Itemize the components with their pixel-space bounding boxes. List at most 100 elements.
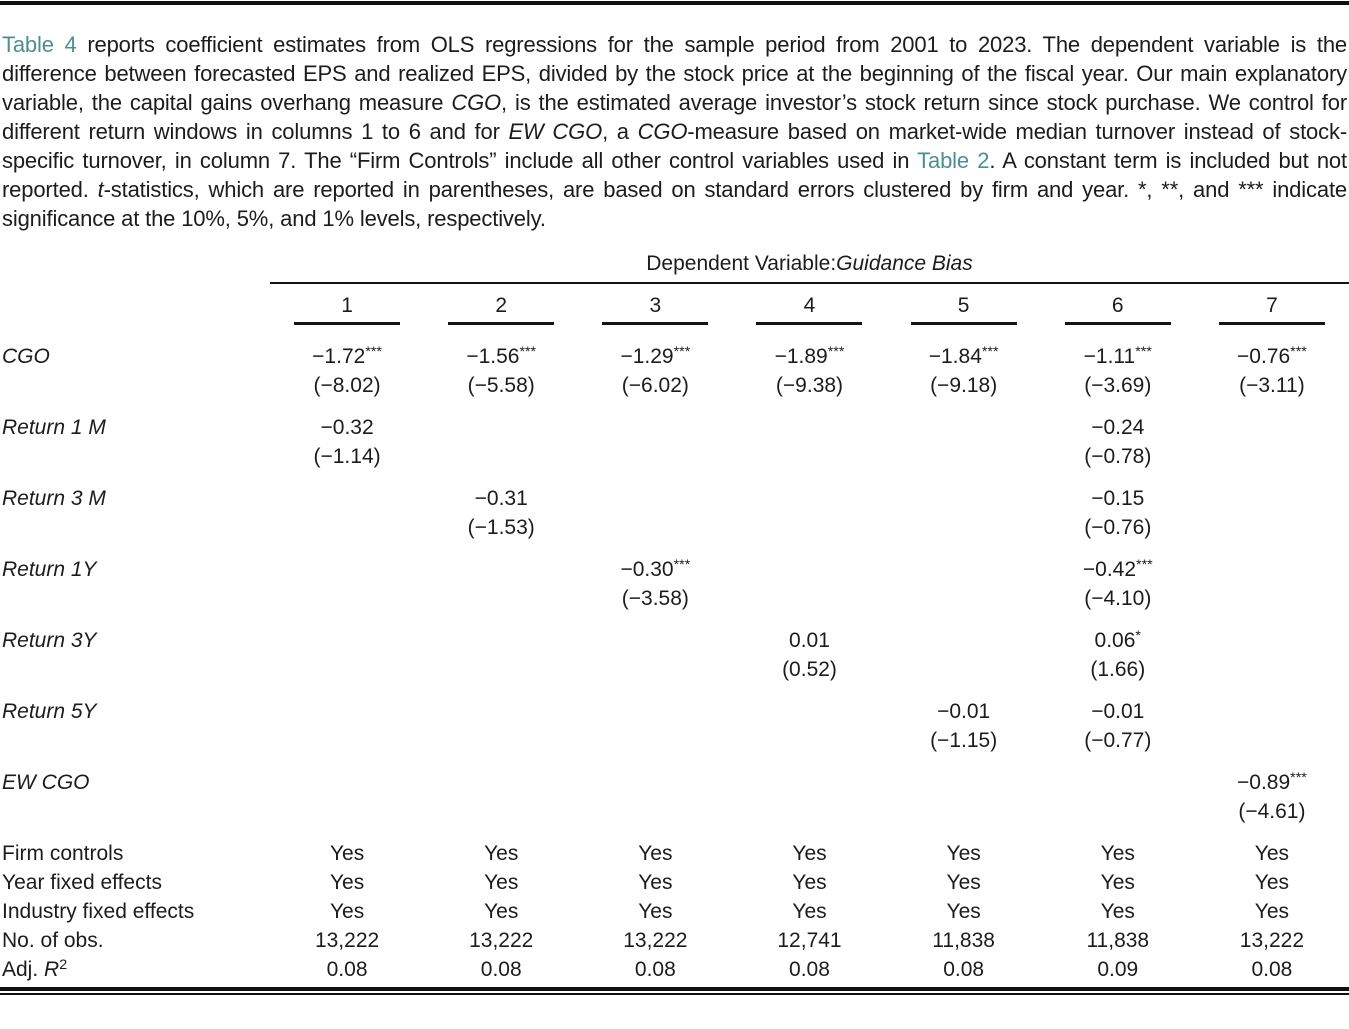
info-cell: 0.08 bbox=[326, 957, 368, 981]
info-cell: Yes bbox=[1254, 870, 1290, 894]
coef-cell bbox=[578, 626, 732, 684]
table-body: CGO −1.72*** (−8.02) −1.56*** (−5.58) −1.29**… bbox=[0, 342, 1349, 984]
row-label: Year fixed effects bbox=[0, 868, 270, 897]
coef-cell bbox=[1041, 768, 1195, 826]
column-number: 2 bbox=[495, 294, 508, 317]
significance-stars: *** bbox=[673, 557, 691, 574]
t-statistic: (−1.14) bbox=[313, 444, 381, 468]
info-cell: Yes bbox=[946, 899, 981, 923]
estimate: −0.01 bbox=[937, 699, 991, 723]
table-4-link[interactable]: Table 4 bbox=[2, 32, 77, 57]
t-statistic: (−4.10) bbox=[1084, 586, 1152, 610]
estimate: −0.32 bbox=[320, 415, 374, 439]
estimate: −0.42*** bbox=[1082, 557, 1153, 581]
coef-cell bbox=[1195, 555, 1349, 613]
coef-cell bbox=[732, 413, 886, 471]
info-cell: Yes bbox=[329, 870, 365, 894]
dep-header-prefix: Dependent Variable: bbox=[646, 252, 837, 275]
column-header: 4 bbox=[732, 293, 886, 325]
coef-cell: −0.32 (−1.14) bbox=[270, 413, 424, 471]
significance-stars: *** bbox=[1135, 344, 1152, 361]
coef-cell: 0.06* (1.66) bbox=[1041, 626, 1195, 684]
column-underline bbox=[294, 322, 401, 325]
info-cell: Yes bbox=[484, 841, 519, 865]
dependent-variable-row: Dependent Variable:Guidance Bias bbox=[0, 249, 1349, 282]
coef-cell bbox=[1195, 697, 1349, 755]
top-rule bbox=[0, 1, 1349, 5]
coef-cell: −1.29*** (−6.02) bbox=[578, 342, 732, 400]
table-row: Adj. R2 0.08 0.08 0.08 0.08 0.08 0.09 0.08 bbox=[0, 955, 1349, 984]
coef-cell: −0.76*** (−3.11) bbox=[1195, 342, 1349, 400]
t-statistic: (−9.38) bbox=[775, 373, 844, 397]
coef-cell: −0.01 (−0.77) bbox=[1041, 697, 1195, 755]
coef-cell: −1.56*** (−5.58) bbox=[424, 342, 578, 400]
info-cell: 13,222 bbox=[623, 928, 688, 952]
coef-cell: −0.01 (−1.15) bbox=[887, 697, 1041, 755]
info-cell: Yes bbox=[1100, 870, 1135, 894]
italic-text: EW CGO bbox=[2, 770, 90, 794]
coef-cell: −0.31 (−1.53) bbox=[424, 484, 578, 542]
coef-cell bbox=[732, 697, 886, 755]
row-label: Firm controls bbox=[0, 839, 270, 868]
significance-stars: *** bbox=[1290, 770, 1307, 787]
significance-stars: *** bbox=[981, 344, 999, 361]
info-cell: 13,222 bbox=[469, 928, 534, 952]
significance-stars: *** bbox=[519, 344, 537, 361]
column-header-spacer bbox=[0, 293, 270, 325]
info-cell: Yes bbox=[792, 870, 827, 894]
info-cell: 0.08 bbox=[789, 957, 830, 981]
estimate: 0.01 bbox=[789, 628, 830, 652]
table-row: EW CGO −0.89*** (−4.61) bbox=[0, 768, 1349, 826]
column-underline bbox=[448, 322, 555, 325]
table-row: Return 5Y −0.01 (−1.15) −0.01 (−0.77) bbox=[0, 697, 1349, 755]
coef-cell bbox=[1195, 626, 1349, 684]
t-statistic: (−1.53) bbox=[467, 515, 535, 539]
italic-text: R bbox=[44, 957, 60, 981]
estimate: −0.24 bbox=[1091, 415, 1145, 439]
t-statistic: (−3.11) bbox=[1239, 373, 1305, 397]
coef-cell bbox=[424, 626, 578, 684]
italic-text: CGO bbox=[2, 344, 50, 368]
text-run: No. of obs. bbox=[2, 928, 104, 952]
info-cell: 11,838 bbox=[1086, 928, 1150, 952]
info-cell: 0.08 bbox=[943, 957, 985, 981]
column-header: 6 bbox=[1041, 293, 1195, 325]
t-statistic: (−0.77) bbox=[1084, 728, 1152, 752]
coef-cell: −0.24 (−0.78) bbox=[1041, 413, 1195, 471]
table-row: Year fixed effects Yes Yes Yes Yes Yes Yes Yes bbox=[0, 868, 1349, 897]
info-cell: Yes bbox=[484, 870, 519, 894]
italic-text: Return 3Y bbox=[2, 628, 97, 652]
row-label: Adj. R2 bbox=[0, 955, 270, 984]
table4-page: Table 4 reports coefficient estimates fr… bbox=[0, 1, 1349, 995]
table-caption: Table 4 reports coefficient estimates fr… bbox=[2, 30, 1347, 233]
italic-text: EW CGO bbox=[508, 119, 603, 144]
column-underline bbox=[910, 322, 1017, 325]
text-run: Industry fixed effects bbox=[2, 899, 195, 923]
coef-cell bbox=[424, 768, 578, 826]
table-row: Firm controls Yes Yes Yes Yes Yes Yes Yes bbox=[0, 839, 1349, 868]
t-statistic: (−4.61) bbox=[1238, 799, 1306, 823]
info-cell: Yes bbox=[792, 841, 827, 865]
table-2-link[interactable]: Table 2 bbox=[917, 148, 990, 173]
row-label: Return 3 M bbox=[0, 484, 270, 542]
estimate: −1.29*** bbox=[620, 344, 691, 368]
row-label: Industry fixed effects bbox=[0, 897, 270, 926]
t-statistic: (1.66) bbox=[1090, 657, 1146, 681]
table-row: Return 1Y −0.30*** (−3.58) −0.42*** (−4.10) bbox=[0, 555, 1349, 613]
coef-cell bbox=[732, 555, 886, 613]
text-run: , a bbox=[602, 119, 638, 144]
column-number: 5 bbox=[957, 294, 970, 317]
estimate: −1.84*** bbox=[928, 344, 999, 368]
text-run: Adj. bbox=[2, 957, 45, 981]
info-cell: Yes bbox=[946, 841, 981, 865]
t-statistic: (−1.15) bbox=[930, 728, 998, 752]
coef-cell bbox=[424, 413, 578, 471]
significance-stars: *** bbox=[1136, 557, 1153, 574]
column-header: 1 bbox=[270, 293, 424, 325]
text-run: -statistics, which are reported in paren… bbox=[2, 177, 1347, 231]
coef-cell: −0.89*** (−4.61) bbox=[1195, 768, 1349, 826]
table-row: Return 1 M −0.32 (−1.14) −0.24 (−0.78) bbox=[0, 413, 1349, 471]
column-underline bbox=[756, 322, 863, 325]
column-number: 1 bbox=[341, 294, 353, 317]
info-cell: Yes bbox=[1100, 841, 1135, 865]
